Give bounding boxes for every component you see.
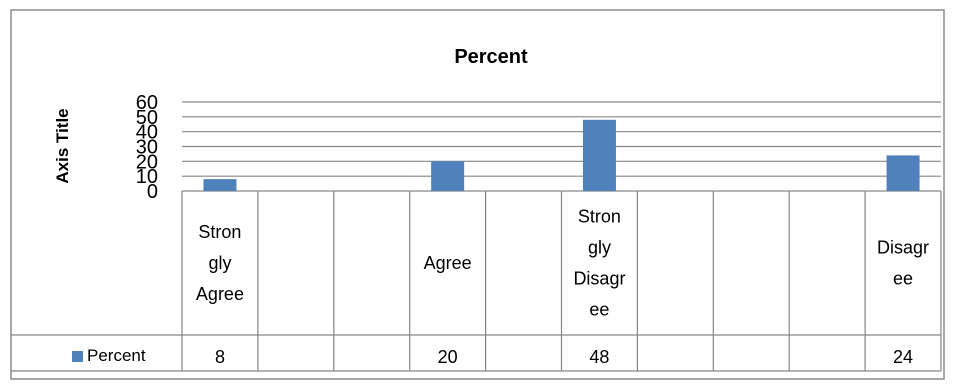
legend-swatch-percent	[72, 351, 83, 362]
y-tick-label: 0	[147, 181, 158, 203]
y-tick-label: 30	[136, 137, 158, 159]
data-table-value: 8	[215, 347, 225, 367]
legend-label-percent: Percent	[87, 346, 146, 365]
category-label: Stron gly Agree	[196, 222, 244, 304]
bar	[886, 155, 920, 191]
bar	[431, 161, 465, 191]
data-table-value: 24	[893, 347, 913, 367]
y-tick-label: 50	[136, 107, 158, 129]
category-label: Stron gly Disagr ee	[573, 207, 625, 320]
y-tick-label: 10	[136, 166, 158, 188]
category-label: Agree	[424, 253, 472, 273]
data-table-value: 20	[438, 347, 458, 367]
y-tick-label: 40	[136, 122, 158, 144]
bar	[582, 119, 616, 191]
data-table: Stron gly Agree Agree Stron gly Disagr ee Disagr…	[11, 191, 942, 372]
y-axis-title: Axis Title	[53, 108, 72, 183]
data-table-value: 48	[589, 347, 609, 367]
category-label: Disagr ee	[877, 238, 929, 289]
chart-title: Percent	[454, 46, 528, 68]
bars	[203, 119, 920, 191]
y-tick-label: 20	[136, 151, 158, 173]
bar	[203, 179, 237, 191]
legend: Percent	[72, 346, 146, 365]
chart-border	[10, 9, 945, 380]
gridlines	[182, 101, 941, 192]
y-tick-label: 60	[136, 92, 158, 114]
